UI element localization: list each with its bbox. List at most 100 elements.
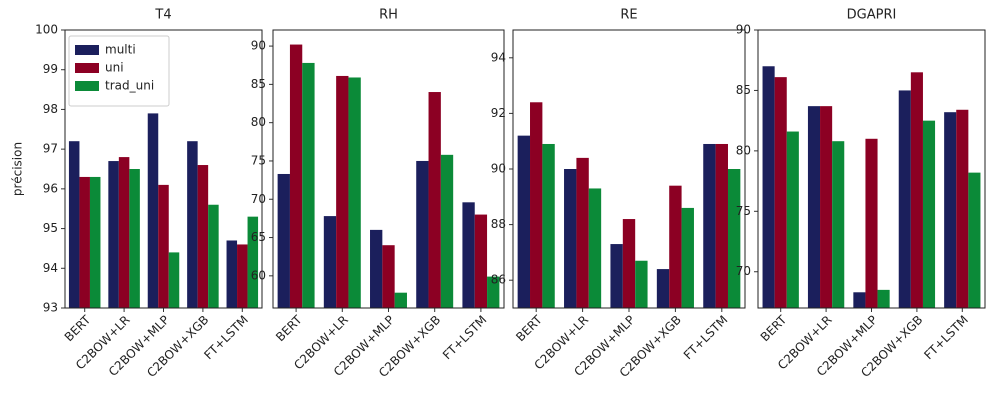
bar [542, 143, 555, 308]
bar [832, 141, 845, 308]
bar [576, 157, 589, 308]
y-tick-label: 100 [35, 23, 58, 37]
bar [820, 106, 833, 308]
bar [416, 160, 429, 308]
chart-title: RE [620, 8, 637, 23]
bar [237, 244, 248, 308]
x-tick-label: FT+LSTM [921, 313, 971, 363]
y-tick-label: 96 [43, 181, 58, 195]
y-tick-label: 98 [43, 102, 58, 116]
y-tick-label: 65 [251, 230, 266, 244]
bar [865, 138, 878, 308]
y-axis-label: précision [11, 142, 25, 196]
bar [158, 184, 169, 308]
y-tick-label: 90 [736, 23, 751, 37]
y-tick-label: 90 [491, 162, 506, 176]
bar [440, 154, 454, 308]
bar [564, 169, 577, 308]
bar [898, 90, 911, 308]
bar [715, 143, 728, 308]
y-tick-label: 97 [43, 142, 58, 156]
y-tick-label: 88 [491, 217, 506, 231]
bar [530, 102, 543, 308]
bar [208, 204, 219, 308]
plot-frame [64, 29, 263, 309]
bar [807, 106, 821, 308]
bar [129, 169, 140, 308]
bar [302, 62, 315, 309]
y-tick-label: 94 [43, 261, 58, 275]
bar [944, 112, 957, 308]
plot-frame [512, 29, 746, 309]
bar [382, 245, 395, 308]
y-tick-label: 99 [43, 62, 58, 76]
bar [703, 143, 716, 308]
bar [681, 207, 694, 308]
y-tick-label: 75 [251, 153, 266, 167]
bar [877, 289, 890, 308]
chart-title: T4 [154, 8, 171, 23]
bar [187, 141, 198, 308]
y-tick-label: 93 [43, 301, 58, 315]
y-tick-label: 90 [251, 39, 266, 53]
bar [168, 252, 180, 308]
bar [118, 157, 130, 308]
bar [428, 92, 441, 309]
bar [323, 216, 337, 308]
bar [277, 173, 290, 308]
bar [68, 141, 80, 308]
y-tick-label: 85 [736, 83, 751, 97]
x-tick-label: BERT [513, 312, 545, 344]
bar [727, 169, 741, 308]
y-tick-label: 95 [43, 221, 58, 235]
legend-label: multi [105, 43, 136, 57]
x-tick-label: FT+LSTM [440, 313, 490, 363]
chart-title: RH [379, 8, 398, 23]
x-tick-label: BERT [62, 312, 94, 344]
bar [656, 269, 670, 308]
bar [147, 113, 159, 309]
bar [762, 66, 775, 309]
legend-label: uni [105, 61, 124, 75]
bar [853, 292, 866, 308]
bar [370, 229, 383, 308]
x-tick-label: BERT [758, 312, 790, 344]
bar [517, 135, 531, 308]
y-tick-label: 85 [251, 77, 266, 91]
bar [968, 172, 981, 308]
plot-frame [272, 29, 505, 309]
bar [89, 176, 101, 308]
x-tick-label: BERT [273, 312, 305, 344]
legend-label: trad_uni [105, 79, 154, 93]
bar [336, 75, 349, 309]
bar [289, 44, 303, 308]
bar [956, 109, 969, 308]
legend-swatch [75, 63, 99, 73]
bar [108, 161, 119, 308]
bar [474, 214, 488, 308]
chart-title: DGAPRI [847, 8, 897, 23]
y-tick-label: 60 [251, 268, 266, 282]
y-tick-label: 70 [736, 264, 751, 278]
bar [79, 176, 90, 308]
x-tick-label: FT+LSTM [681, 313, 731, 363]
bar [635, 260, 648, 308]
bar [462, 202, 475, 308]
bar [922, 120, 936, 308]
y-tick-label: 80 [251, 115, 266, 129]
legend-swatch [75, 45, 99, 55]
bar [394, 292, 407, 308]
bar [226, 240, 238, 308]
bar [610, 244, 623, 308]
bar [669, 185, 682, 308]
bar [197, 165, 209, 308]
y-tick-label: 70 [251, 192, 266, 206]
bar [786, 131, 799, 308]
bar [247, 216, 259, 308]
bar [910, 72, 923, 308]
bar [774, 77, 787, 308]
legend-swatch [75, 81, 99, 91]
bar [588, 188, 602, 308]
bar [487, 276, 500, 308]
